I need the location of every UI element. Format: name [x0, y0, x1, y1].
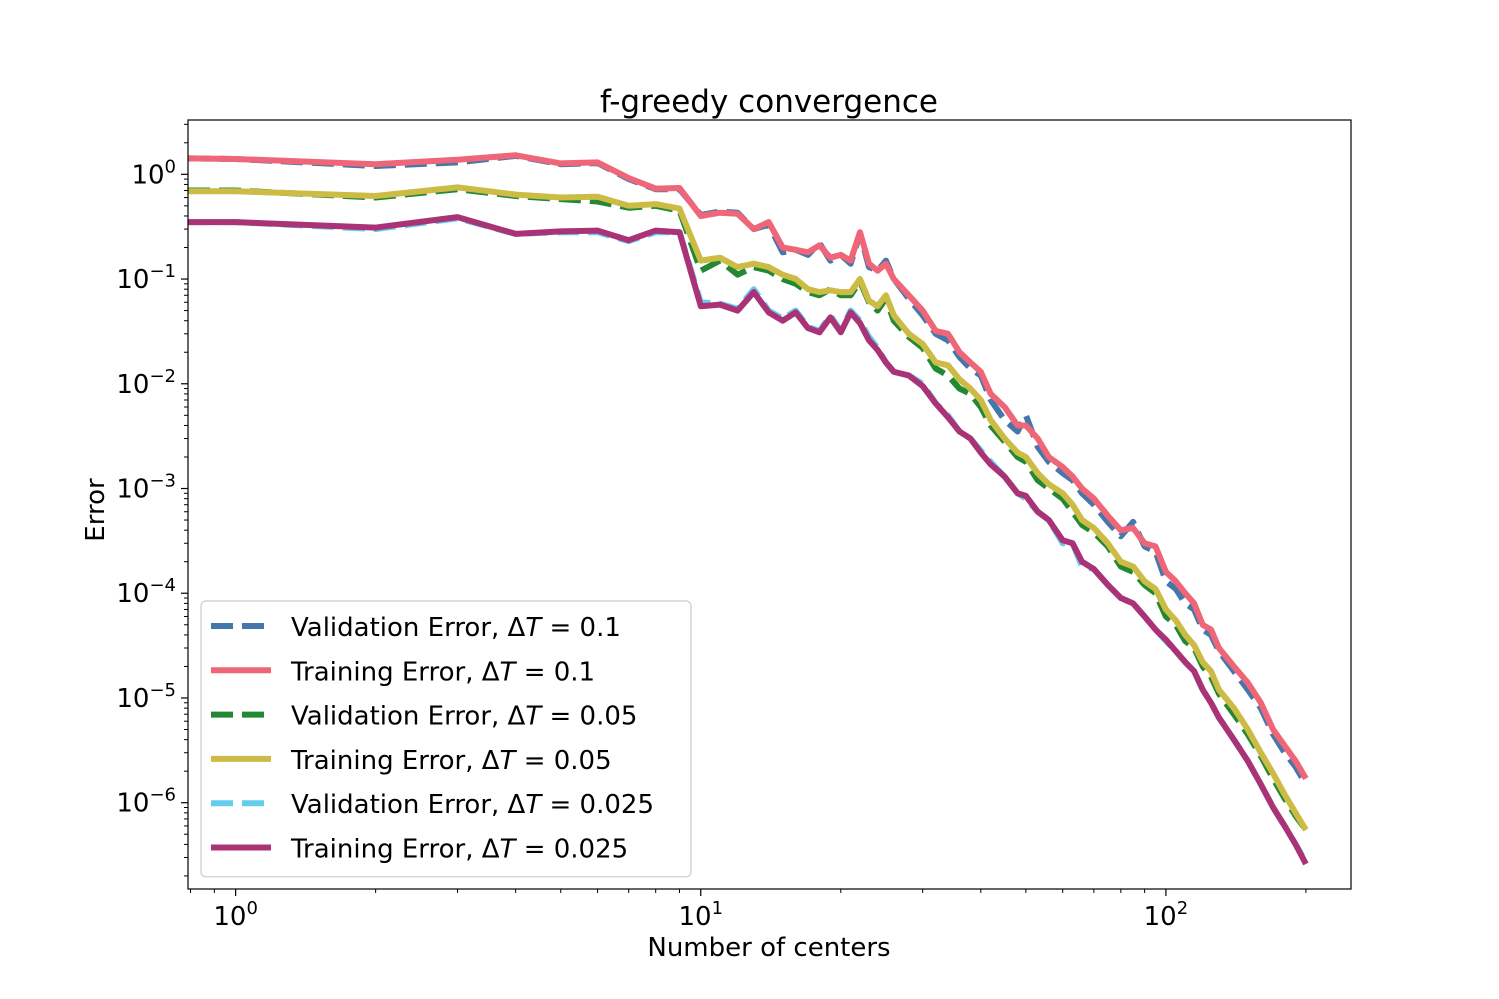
y-tick-label: 10−6	[116, 785, 176, 819]
series-line-3	[188, 186, 1309, 832]
y-tick-label: 10−4	[116, 575, 176, 609]
x-axis-label: Number of centers	[647, 933, 890, 963]
y-tick-label: 100	[131, 156, 176, 190]
y-tick-label: 10−2	[116, 366, 176, 400]
series-line-4	[188, 184, 1309, 832]
y-tick-label: 10−1	[116, 261, 176, 295]
x-tick-label: 102	[1144, 898, 1189, 932]
x-axis-ticks: 100 101 102	[190, 889, 1307, 932]
chart-title: f-greedy convergence	[600, 84, 938, 120]
legend-label-5: Validation Error, ΔT = 0.025	[291, 790, 654, 820]
y-axis-ticks: 100 10−1 10−2 10−3 10−4 10−5 10−6	[116, 123, 188, 877]
x-tick-label: 101	[678, 898, 723, 932]
series-line-2	[188, 152, 1309, 781]
legend-label-2: Training Error, ΔT = 0.1	[290, 657, 595, 687]
legend-label-1: Validation Error, ΔT = 0.1	[291, 613, 621, 643]
series-layer	[188, 152, 1309, 866]
legend-label-6: Training Error, ΔT = 0.025	[290, 835, 628, 865]
legend-label-4: Training Error, ΔT = 0.05	[290, 746, 612, 776]
y-tick-label: 10−5	[116, 680, 176, 714]
series-line-6	[188, 214, 1309, 866]
y-axis-label: Error	[81, 478, 111, 542]
legend-label-3: Validation Error, ΔT = 0.05	[291, 702, 637, 732]
legend-box	[200, 600, 692, 878]
y-tick-label: 10−3	[116, 471, 176, 505]
x-tick-label: 100	[213, 898, 258, 932]
legend: Validation Error, ΔT = 0.1 Training Error…	[200, 600, 692, 878]
